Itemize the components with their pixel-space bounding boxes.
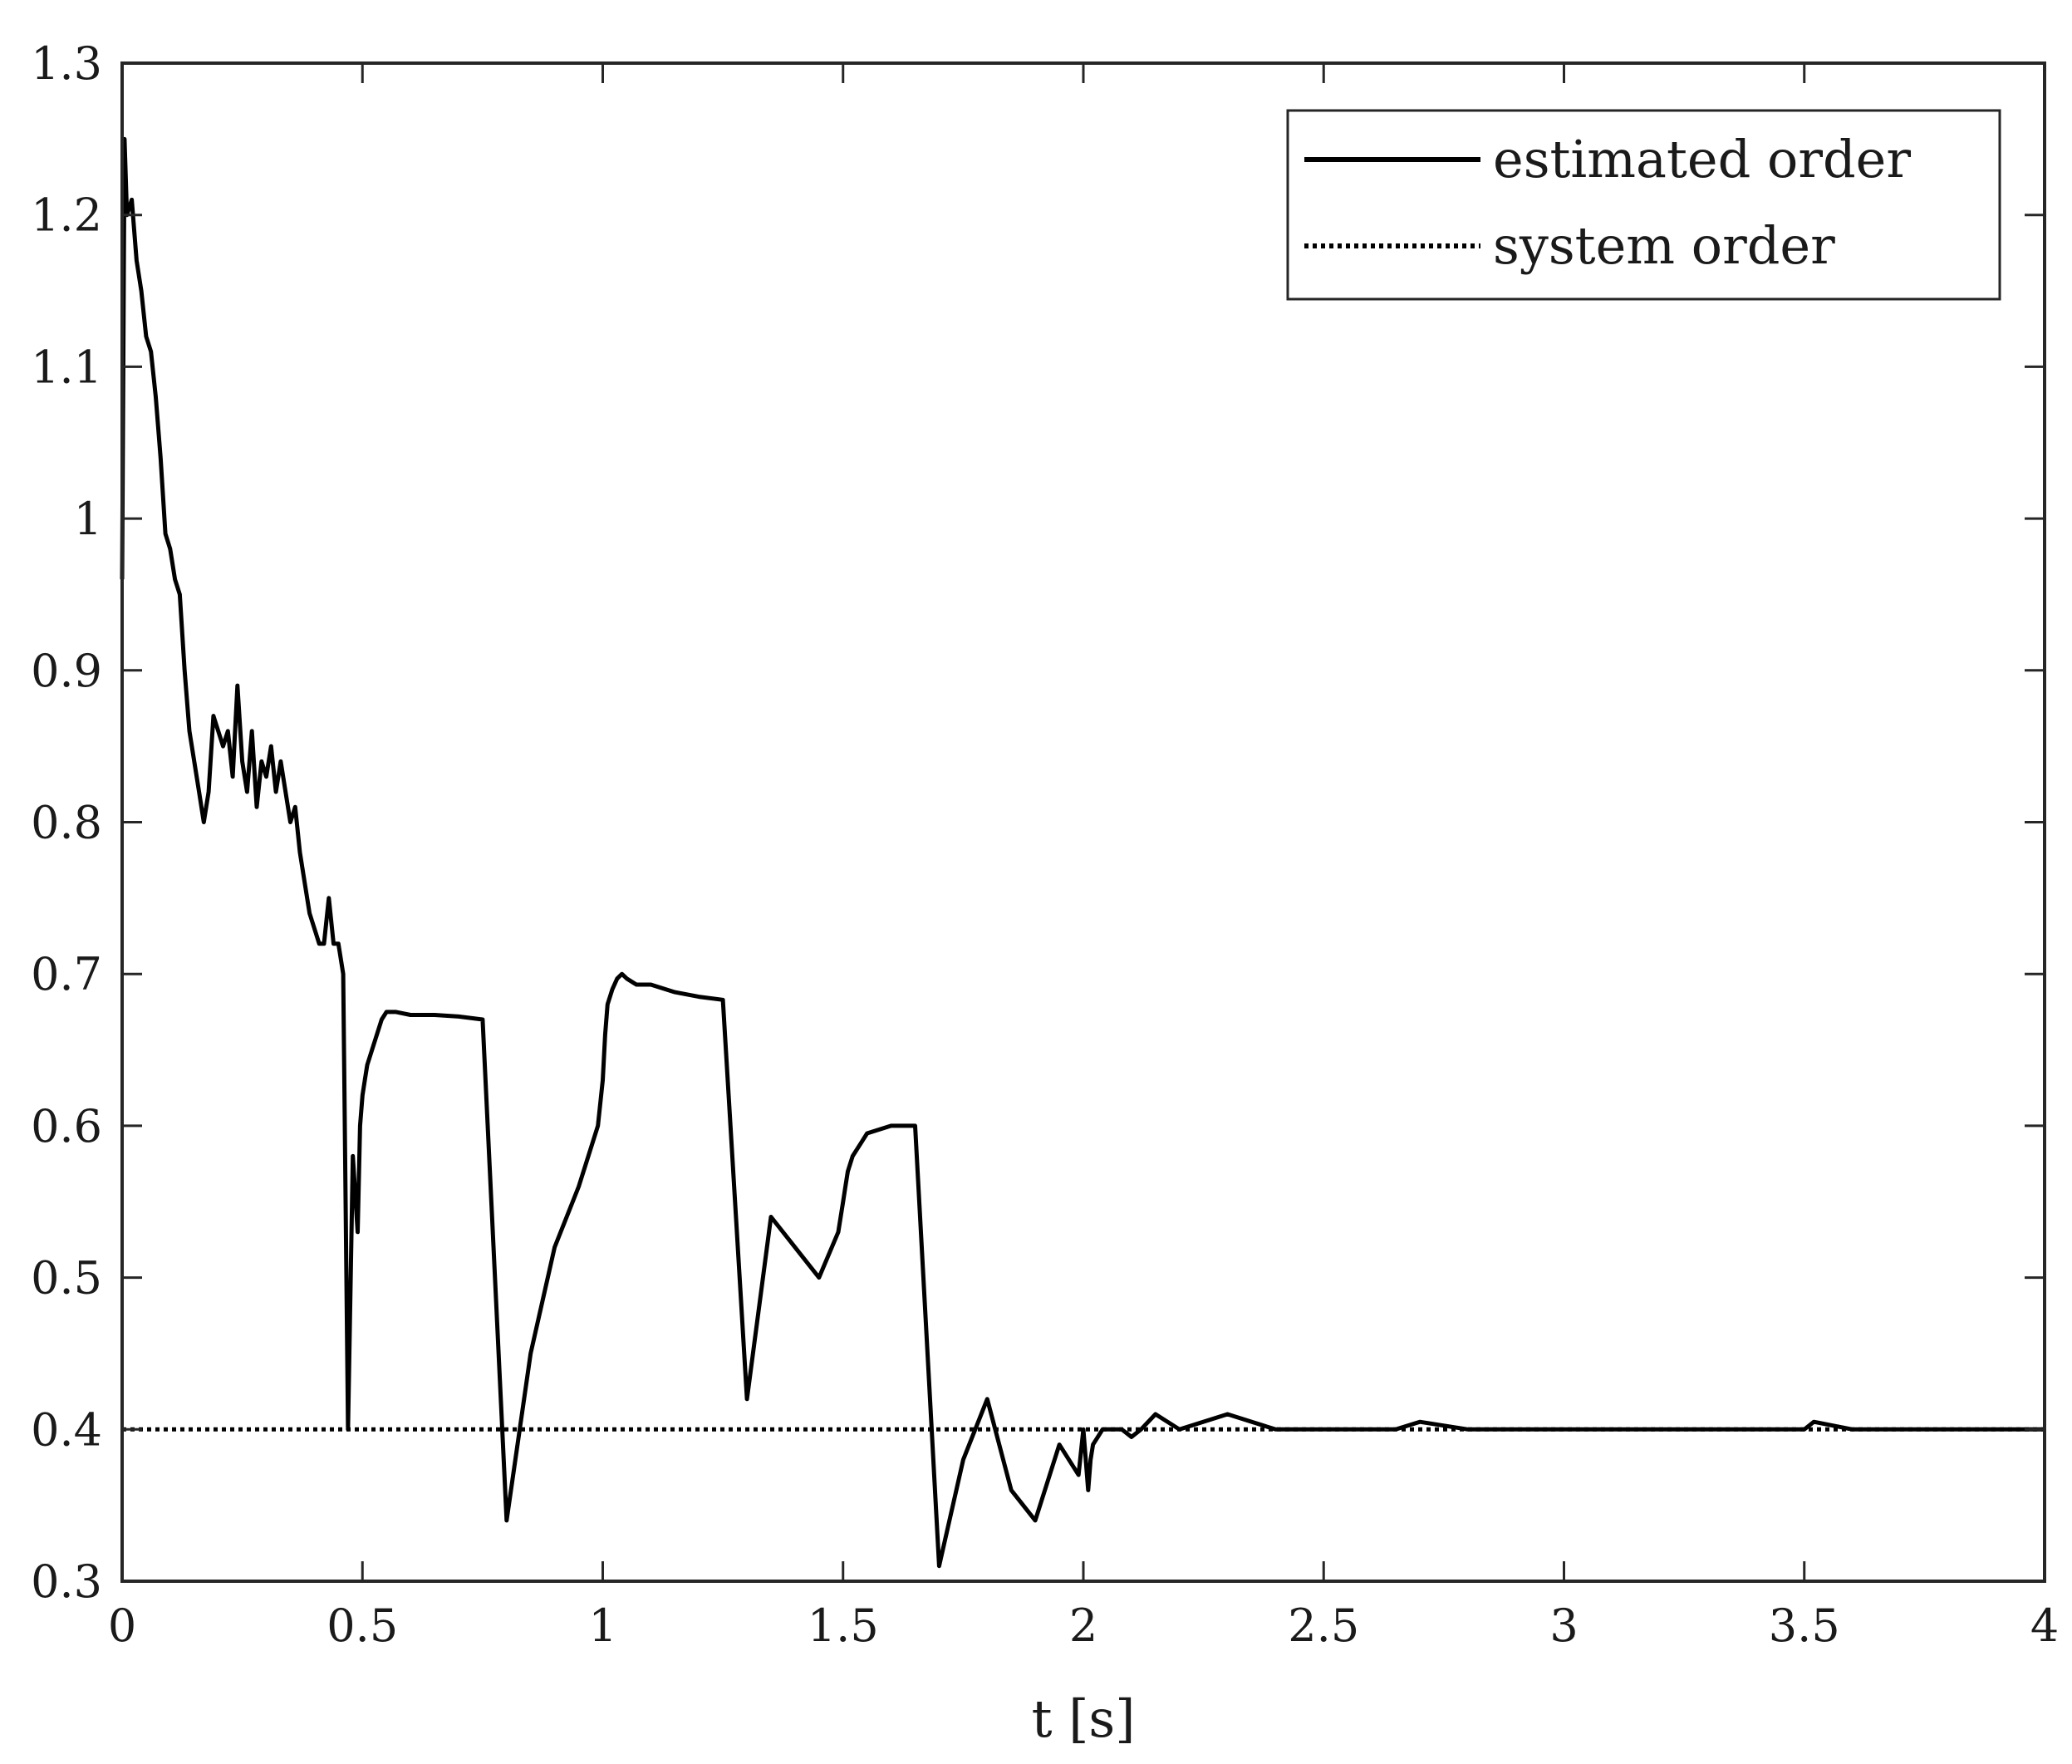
legend: estimated order system order <box>1286 109 2001 301</box>
y-tick-label: 0.6 <box>31 1100 102 1152</box>
x-tick-label: 1 <box>588 1599 616 1652</box>
x-tick-label: 3 <box>1549 1599 1578 1652</box>
y-tick-label: 0.8 <box>31 797 102 849</box>
y-tick-label: 0.5 <box>31 1252 102 1305</box>
legend-label-estimated: estimated order <box>1493 129 1911 189</box>
x-tick-label: 3.5 <box>1769 1599 1840 1652</box>
y-tick-label: 1 <box>74 493 102 545</box>
y-tick-label: 1.1 <box>31 341 102 393</box>
plot-area <box>120 61 2046 1583</box>
x-tick-label: 0.5 <box>327 1599 398 1652</box>
x-tick-label: 1.5 <box>808 1599 879 1652</box>
ticks-layer <box>120 61 2046 1583</box>
x-tick-label: 2 <box>1069 1599 1097 1652</box>
x-tick-label: 4 <box>2030 1599 2059 1652</box>
y-tick-label: 0.7 <box>31 948 102 1000</box>
series-layer <box>120 136 2045 1569</box>
legend-box <box>1286 109 2001 301</box>
x-tick-label: 0 <box>108 1599 136 1652</box>
x-axis-label: t [s] <box>1032 1688 1136 1749</box>
legend-label-system: system order <box>1493 215 1835 276</box>
x-tick-label: 2.5 <box>1288 1599 1359 1652</box>
y-tick-label: 0.9 <box>31 645 102 697</box>
y-tick-label: 1.2 <box>31 189 102 242</box>
y-tick-label: 0.4 <box>31 1403 102 1456</box>
series-line-estimated-order <box>120 136 2045 1569</box>
y-tick-label: 1.3 <box>31 37 102 90</box>
y-tick-label: 0.3 <box>31 1555 102 1608</box>
labels-layer: 0 0.5 1 1.5 2 2.5 3 3.5 4 0.3 0.4 0.5 0.6 0.7 0.8 0.9 1 1… <box>31 37 2059 1652</box>
